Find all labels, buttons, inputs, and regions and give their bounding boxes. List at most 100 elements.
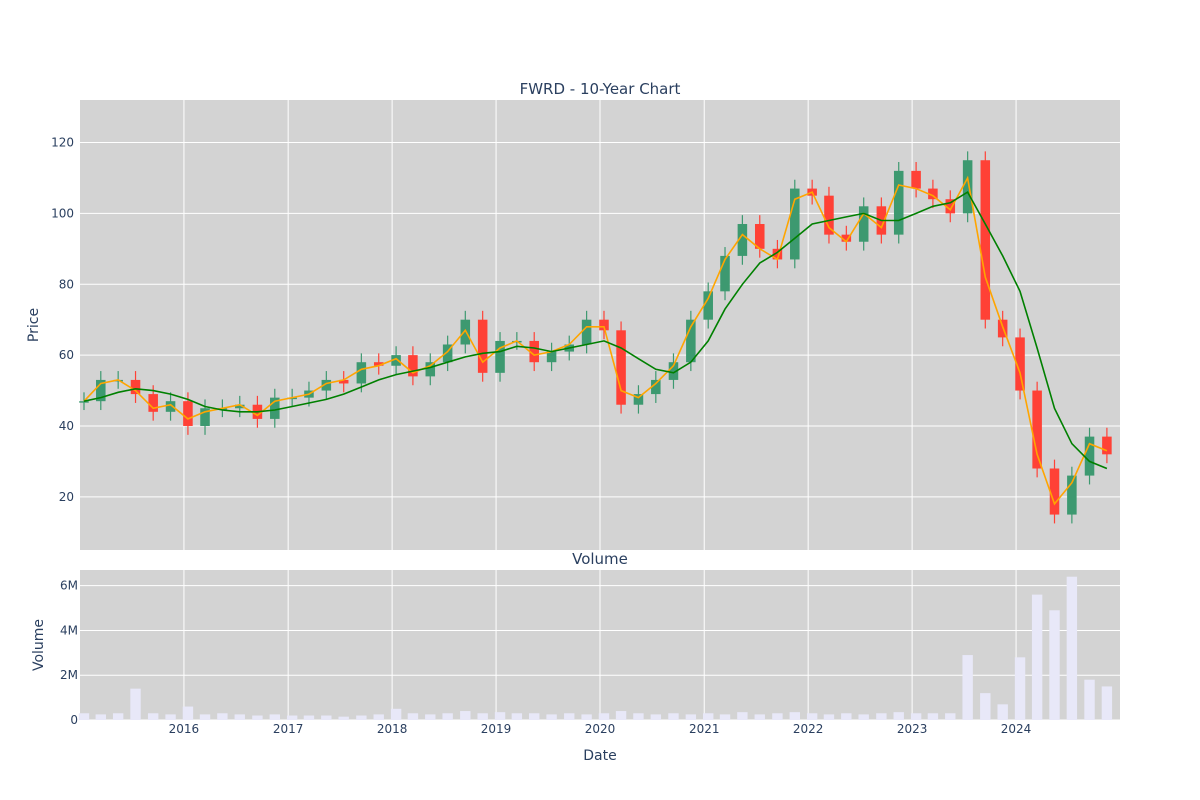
volume-bar [945, 713, 956, 720]
price-y-tick-80: 80 [59, 277, 74, 291]
candle-body [442, 344, 453, 363]
candle-body [79, 401, 89, 403]
volume-bar [147, 713, 159, 720]
volume-bar [165, 714, 176, 720]
candle-body [321, 379, 332, 391]
volume-y-tick-2: 4M [60, 623, 78, 637]
volume-bar [1084, 679, 1095, 720]
volume-bar [858, 714, 869, 720]
candle-body [234, 404, 245, 409]
x-tick-2024: 2024 [1001, 722, 1032, 736]
volume-bar [668, 713, 679, 720]
volume-bar [390, 708, 402, 720]
candle-body [1102, 436, 1112, 455]
price-y-tick-40: 40 [59, 419, 74, 433]
candle-body [338, 379, 349, 384]
candle-body [651, 379, 661, 395]
candle-body [1032, 390, 1042, 469]
candle-body [686, 319, 696, 363]
volume-bar [789, 712, 800, 720]
volume-bar [252, 715, 263, 720]
volume-bar [962, 655, 973, 720]
candle-body [841, 234, 852, 242]
volume-bar [737, 712, 748, 720]
candle-body [200, 408, 210, 426]
volume-bar [130, 688, 141, 720]
price-y-tick-120: 120 [51, 136, 74, 150]
candle-body [668, 362, 679, 380]
candle-body [529, 340, 539, 363]
volume-bar [1066, 576, 1078, 720]
candle-body [425, 362, 436, 377]
volume-y-tick-1: 2M [60, 668, 78, 682]
price-y-tick-labels: 20 40 60 80 100 120 [51, 136, 74, 504]
price-y-axis-title: Price [26, 308, 42, 342]
candle-body [772, 248, 783, 260]
candle-body [703, 291, 713, 320]
candle-body [962, 160, 973, 214]
volume-bar [997, 704, 1008, 720]
candle-body [1049, 468, 1060, 515]
volume-bar [529, 713, 540, 720]
candle-body [858, 206, 869, 242]
x-tick-2021: 2021 [689, 722, 720, 736]
candle-body [1067, 475, 1077, 515]
long-moving-average-line [83, 190, 1108, 470]
x-tick-2016: 2016 [169, 722, 200, 736]
volume-bar [910, 713, 922, 720]
candle-body [130, 379, 141, 395]
volume-bar [234, 714, 245, 720]
x-tick-2020: 2020 [585, 722, 616, 736]
volume-bar [303, 715, 315, 720]
volume-bar [95, 714, 106, 720]
volume-bar [546, 714, 557, 720]
candle-body [165, 401, 176, 412]
volume-bar [442, 713, 453, 720]
volume-bar [199, 714, 211, 720]
x-tick-2017: 2017 [273, 722, 304, 736]
volume-bar [754, 714, 765, 720]
volume-y-tick-3: 6M [60, 579, 78, 593]
candle-body [1084, 436, 1095, 476]
volume-bar [841, 713, 852, 720]
volume-bar [598, 713, 610, 720]
candle-body [408, 355, 418, 377]
volume-bar [425, 714, 436, 720]
volume-bar [980, 693, 991, 720]
candle-body [824, 195, 834, 235]
volume-bar [719, 714, 731, 720]
price-y-tick-20: 20 [59, 490, 74, 504]
candle-body [96, 379, 106, 402]
volume-bar [373, 714, 384, 720]
volume-bar [112, 713, 124, 720]
volume-bar [806, 713, 818, 720]
candle-body [148, 394, 158, 412]
volume-bar [650, 714, 662, 720]
volume-bar [823, 714, 835, 720]
volume-bar [772, 713, 783, 720]
candle-body [720, 255, 730, 292]
volume-bar [460, 711, 471, 720]
volume-bar [1014, 657, 1026, 720]
volume-bar [356, 715, 367, 720]
volume-bar [564, 713, 575, 720]
x-axis-title: Date [583, 748, 616, 764]
candle-body [980, 160, 991, 320]
volume-bar [321, 715, 332, 720]
volume-bar [893, 712, 904, 720]
volume-y-tick-labels: 0 2M 4M 6M [60, 579, 78, 727]
volume-bar [269, 714, 280, 720]
candle-body [495, 340, 505, 373]
candle-body [945, 199, 956, 214]
x-tick-2019: 2019 [481, 722, 512, 736]
candle-body [356, 362, 367, 384]
candle-body [581, 319, 592, 345]
volume-bar [633, 713, 644, 720]
volume-bar [1049, 610, 1060, 720]
volume-bar [477, 713, 488, 720]
price-y-tick-60: 60 [59, 348, 74, 362]
candle-body [460, 319, 471, 345]
volume-subplot-title: Volume [572, 550, 628, 568]
volume-bar [494, 712, 506, 720]
